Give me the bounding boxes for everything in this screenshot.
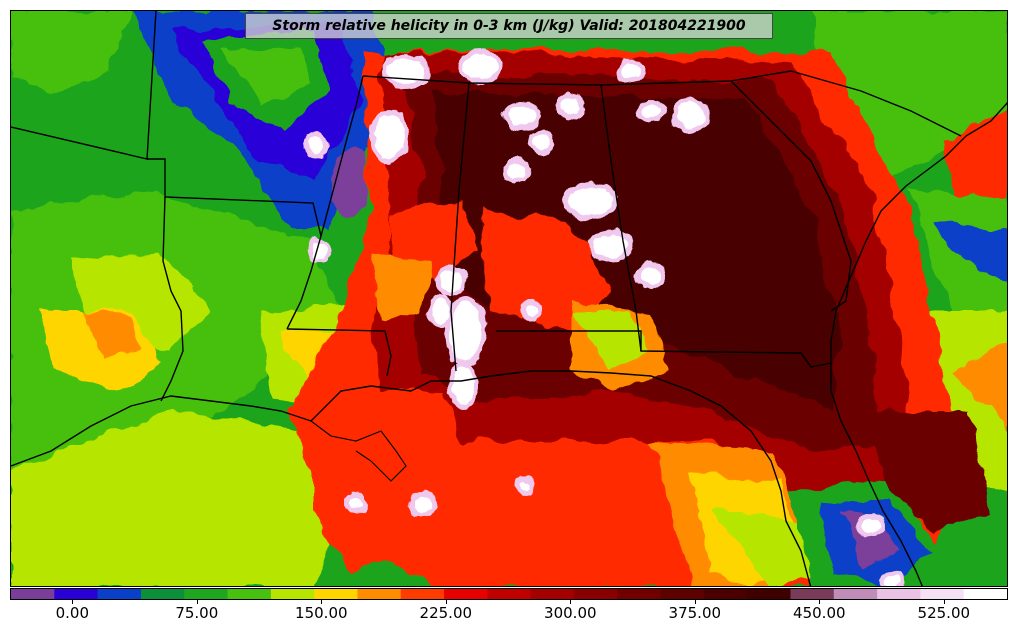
cell-core <box>861 518 881 534</box>
colorbar-swatch <box>184 589 229 599</box>
cell-core <box>450 301 482 361</box>
cell-core <box>561 98 581 114</box>
colorbar-swatch <box>833 589 878 599</box>
colorbar-tick-mark <box>570 600 572 604</box>
colorbar-swatch <box>877 589 921 599</box>
colorbar-swatch <box>270 589 315 599</box>
colorbar-tick-label: 450.00 <box>793 604 846 622</box>
cell-core <box>526 306 536 316</box>
cell-core <box>677 104 705 128</box>
cell-core <box>641 266 661 286</box>
field-lime-nw <box>11 11 131 91</box>
boundary-tx-la <box>160 196 184 402</box>
colorbar-swatch <box>357 589 402 599</box>
field-purple-ms-river <box>333 146 369 216</box>
colorbar-swatch <box>54 589 99 599</box>
cell-core <box>375 114 403 158</box>
boundary-mississippi-river <box>286 75 364 330</box>
colorbar-swatch <box>920 589 965 599</box>
field-blue-atlantic <box>931 221 1007 281</box>
helicity-field <box>11 11 1007 586</box>
colorbar-tick-mark <box>445 600 447 604</box>
colorbar-ticks: 0.00 75.00 150.00 225.00 300.00 375.00 450.00 5… <box>10 600 1008 630</box>
colorbar-swatch <box>11 589 55 599</box>
cell-core <box>386 59 426 83</box>
colorbar-swatch <box>790 589 835 599</box>
map-panel <box>10 10 1008 587</box>
colorbar-swatch <box>963 589 1007 599</box>
field-orange-tx <box>81 311 141 356</box>
colorbar-swatch <box>227 589 272 599</box>
state-boundaries <box>11 11 1007 586</box>
colorbar-tick-label: 75.00 <box>175 604 219 622</box>
boundary-al-ga <box>600 84 642 352</box>
colorbar <box>10 588 1008 600</box>
cell-core <box>885 575 901 586</box>
colorbar-tick-label: 150.00 <box>295 604 348 622</box>
cell-core <box>350 497 362 509</box>
colorbar-tick-mark <box>694 600 696 604</box>
colorbar-tick-label: 300.00 <box>544 604 597 622</box>
cell-core <box>569 187 613 215</box>
cell-core <box>621 63 641 79</box>
coastline-gulf <box>11 370 812 586</box>
field-yellowgreen-panhandle <box>571 311 651 371</box>
colorbar-swatch <box>444 589 488 599</box>
cell-core <box>641 103 661 119</box>
coastline-delta <box>310 420 407 482</box>
colorbar-swatch <box>530 589 575 599</box>
colorbar-tick-mark <box>819 600 821 604</box>
map-canvas <box>11 11 1007 586</box>
cell-core <box>463 54 499 78</box>
colorbar-tick-mark <box>196 600 198 604</box>
cell-core <box>453 368 473 404</box>
colorbar-tick-mark <box>321 600 323 604</box>
colorbar-swatch <box>703 589 748 599</box>
colorbar-swatch <box>314 589 359 599</box>
colorbar-swatch <box>487 589 532 599</box>
cell-core <box>308 138 324 154</box>
colorbar-tick-mark <box>943 600 945 604</box>
boundary-ms-al <box>450 82 470 372</box>
cell-core <box>533 133 549 149</box>
colorbar-swatch <box>140 589 185 599</box>
colorbar-tick-label: 375.00 <box>668 604 722 622</box>
colorbar-swatch <box>747 589 792 599</box>
field-lime-inner-north <box>221 46 311 106</box>
colorbar-tick-label: 225.00 <box>419 604 473 622</box>
field-maroon-fl <box>871 411 991 531</box>
cell-core <box>593 234 629 258</box>
coastline-atlantic <box>830 102 1007 586</box>
boundary-ga-sc <box>730 80 852 312</box>
field-orange-atlantic <box>951 342 1007 429</box>
colorbar-swatch <box>660 589 705 599</box>
colorbar-swatch <box>400 589 445 599</box>
field-orange-ms <box>371 251 431 321</box>
cell-core <box>521 481 531 491</box>
colorbar-swatch <box>97 589 142 599</box>
boundary-la-ar <box>286 328 392 377</box>
field-yellowgreen-sw <box>11 411 351 586</box>
cell-core <box>439 271 463 291</box>
colorbar-tick-label: 0.00 <box>55 604 89 622</box>
colorbar-tick-mark <box>72 600 74 604</box>
map-title: Storm relative helicity in 0-3 km (J/kg)… <box>245 13 773 39</box>
cell-core <box>506 163 526 179</box>
high-helicity-cells <box>303 49 906 586</box>
field-red-alabama <box>481 211 611 331</box>
boundary-nc-sc <box>790 70 962 137</box>
cell-core <box>433 299 449 323</box>
boundary-fl-al <box>496 330 832 368</box>
colorbar-tick-label: 525.00 <box>917 604 971 622</box>
cell-core <box>413 496 433 512</box>
cell-core <box>507 106 535 126</box>
field-deepmaroon-core <box>431 91 841 411</box>
colorbar-swatch <box>617 589 662 599</box>
colorbar-swatch <box>573 589 618 599</box>
